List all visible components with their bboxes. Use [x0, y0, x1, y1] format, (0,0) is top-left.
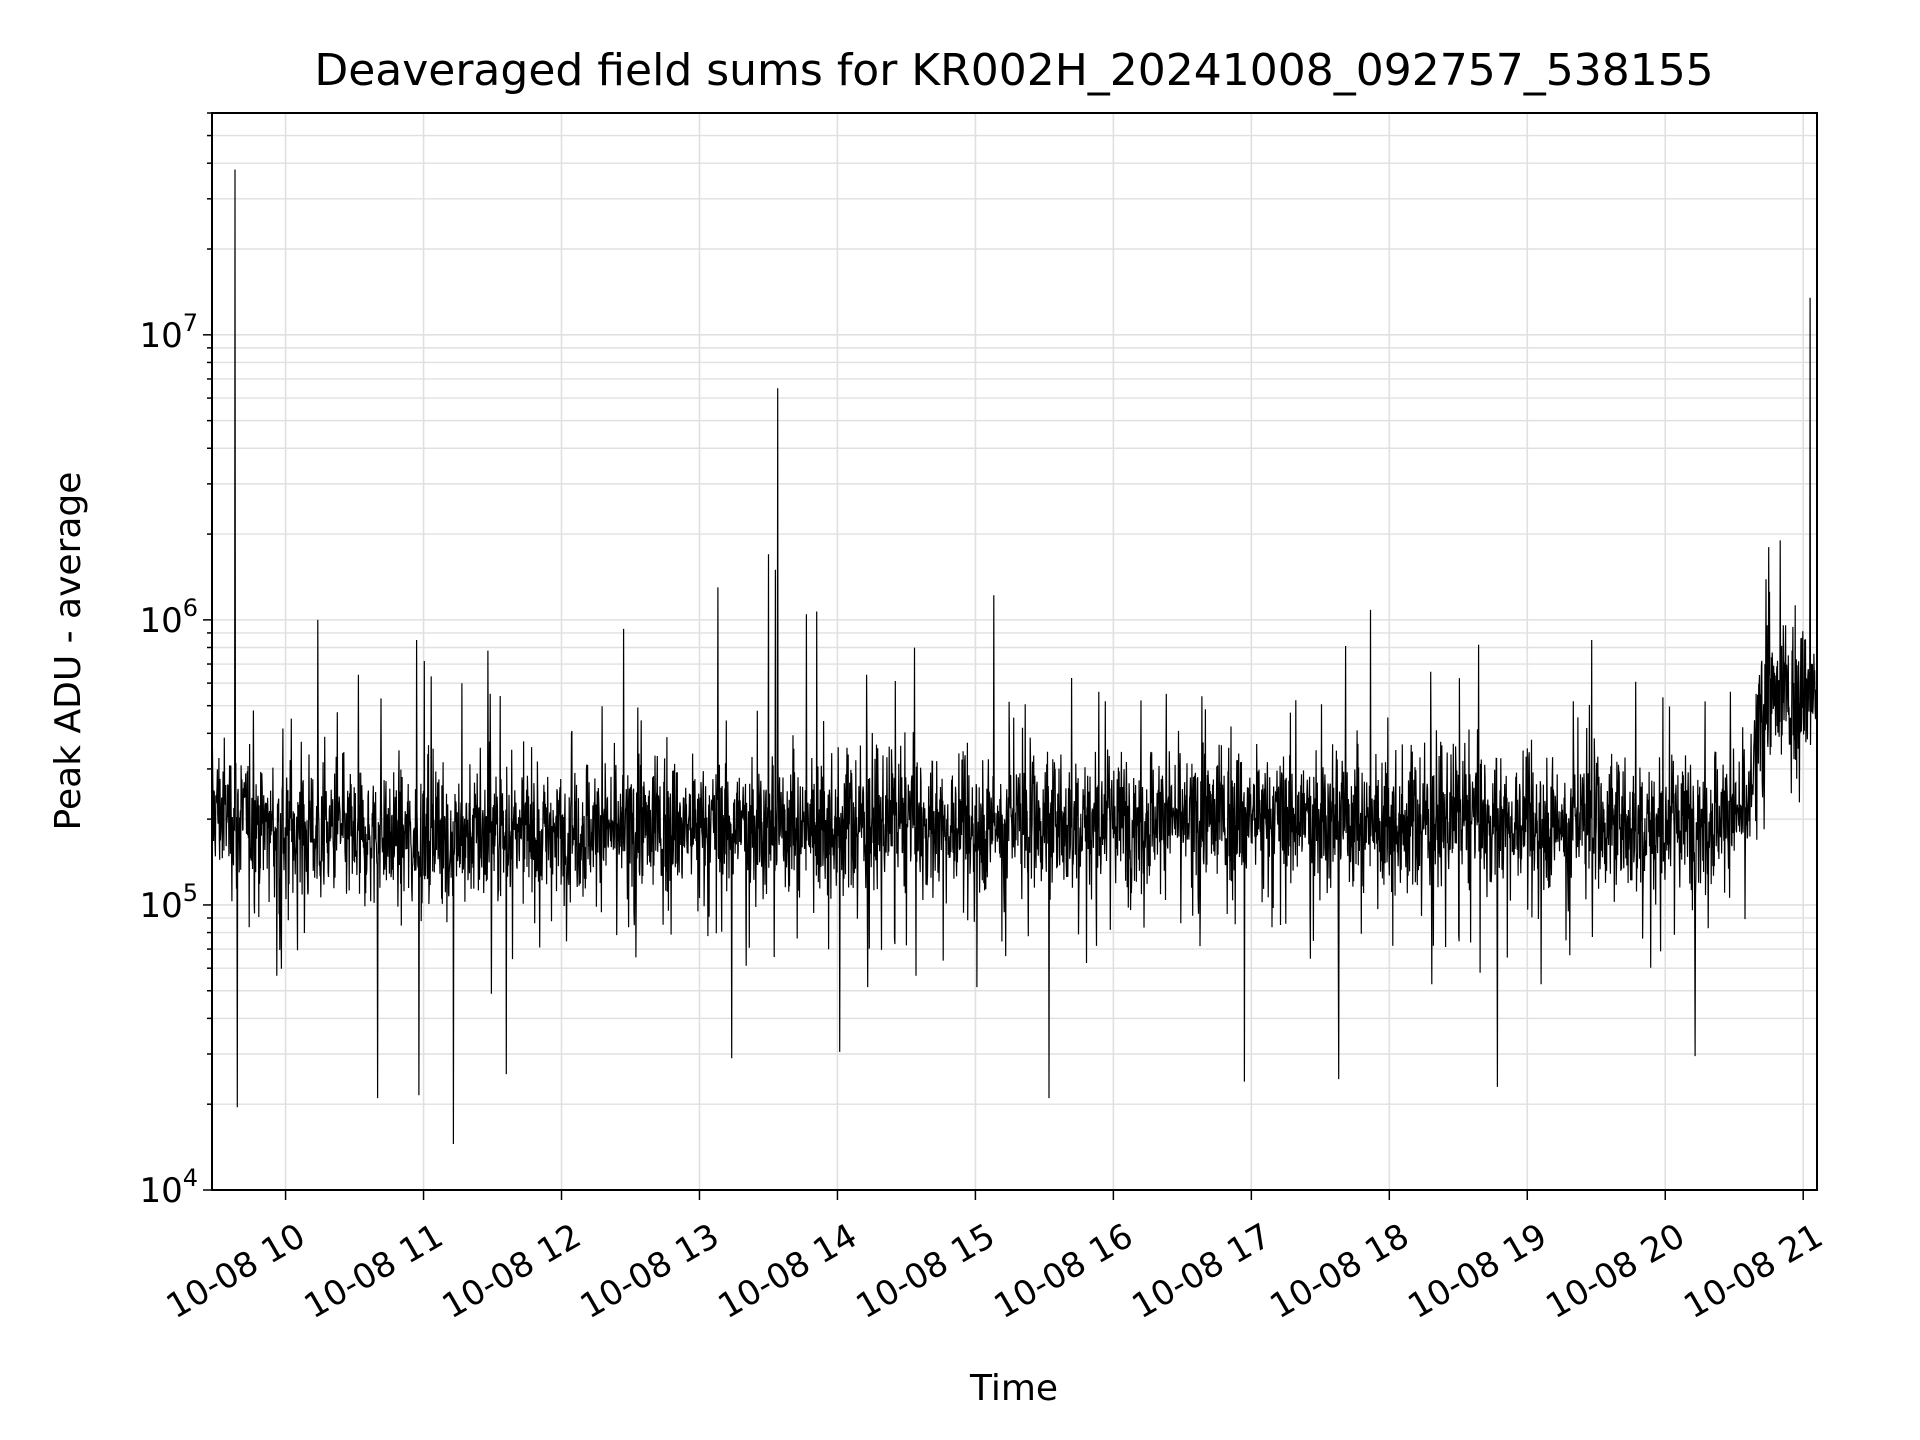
y-tick-label: 104 [139, 1164, 198, 1211]
x-axis-label: Time [969, 1368, 1058, 1409]
plot-frame [211, 112, 1818, 1191]
series-line [211, 169, 1818, 1145]
chart-title: Deaveraged field sums for KR002H_2024100… [314, 45, 1713, 96]
y-tick-label: 107 [139, 309, 198, 356]
y-axis-label: Peak ADU - average [48, 472, 89, 831]
y-tick-label: 106 [139, 594, 198, 641]
y-tick-label: 105 [139, 879, 198, 926]
